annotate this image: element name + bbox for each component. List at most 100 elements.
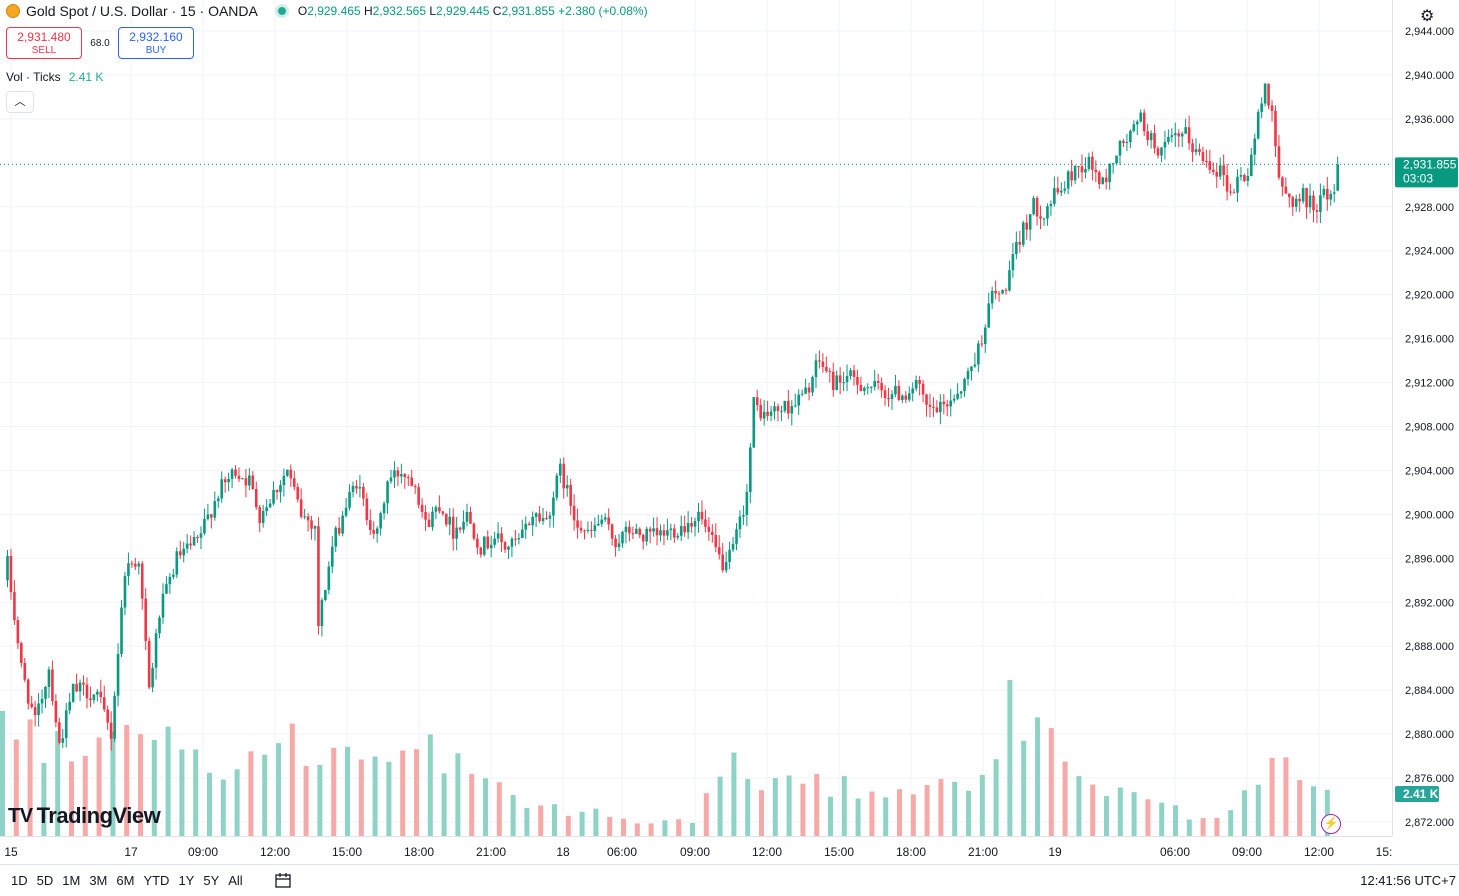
range-button-6m[interactable]: 6M [116,873,135,888]
range-button-1y[interactable]: 1Y [178,873,195,888]
candlestick-chart[interactable] [0,0,1392,836]
candle-body [1187,127,1191,144]
candle-body [614,538,617,548]
time-axis[interactable]: 15 17 09:00 12:00 15:00 18:00 21:00 18 06:00 09:0… [0,836,1392,865]
symbol-title[interactable]: Gold Spot / U.S. Dollar · 15 · OANDA [26,3,258,19]
candle-body [147,640,151,688]
last-price-value: 2,931.855 [1403,157,1457,171]
candle-body [317,526,320,626]
collapse-legend-button[interactable]: ︿ [6,91,34,113]
price-axis[interactable]: 2,944.0002,940.0002,936.0002,932.0002,92… [1392,0,1459,836]
buy-button[interactable]: 2,932.160 BUY [118,27,194,59]
range-button-3m[interactable]: 3M [89,873,108,888]
volume-bar [483,778,488,836]
range-button-1m[interactable]: 1M [62,873,81,888]
candle-body [1066,171,1070,189]
volume-bar [745,779,751,836]
price-tick-label: 2,884.000 [1405,685,1454,697]
candle-body [1232,192,1236,194]
candle-body [448,516,452,525]
candle-body [1001,289,1004,294]
chart-plot-area[interactable]: Gold Spot / U.S. Dollar · 15 · OANDA O2,… [0,0,1392,836]
candle-body [1101,177,1105,185]
candle-body [987,303,991,328]
price-axis-labels[interactable]: 2,944.0002,940.0002,936.0002,932.0002,92… [1393,0,1459,836]
candle-body [355,485,358,489]
candle-body [299,499,303,517]
candle-body [220,479,224,499]
time-tick-label: 15:00 [332,845,362,859]
volume-legend[interactable]: Vol · Ticks 2.41 K [6,70,103,84]
candle-body [1035,198,1039,217]
candle-body [1132,124,1136,131]
candle-body [883,390,887,398]
volume-bar [1311,786,1316,836]
candle-body [113,695,116,739]
candle-body [869,386,873,388]
candle-body [1111,163,1115,165]
candle-body [742,515,745,517]
volume-bar [1297,780,1303,836]
candle-body [783,400,787,411]
open-value: 2,929.465 [307,4,361,18]
candle-body [925,394,928,405]
candle-body [438,507,441,512]
candle-body [527,523,531,526]
lightning-icon[interactable]: ⚡ [1321,814,1341,834]
chevron-up-icon: ︿ [14,96,26,108]
volume-bar [345,746,350,836]
sell-button[interactable]: 2,931.480 SELL [6,27,82,59]
volume-bar [786,775,792,836]
volume-bar [1228,810,1234,836]
range-button-5y[interactable]: 5Y [203,873,220,888]
volume-bar [510,795,516,836]
volume-bar [303,765,309,836]
range-button-5d[interactable]: 5D [36,873,54,888]
range-button-all[interactable]: All [228,873,243,888]
candle-body [673,528,676,538]
candle-body [963,379,966,392]
candle-body [1326,188,1329,200]
candle-body [341,515,344,534]
candle-body [1332,192,1336,194]
candle-body [704,519,707,527]
candle-body [559,463,562,476]
utc-clock[interactable]: 12:41:56 UTC+7 [1360,873,1456,888]
candle-body [434,507,438,512]
candle-body [189,543,192,546]
time-axis-labels[interactable]: 15 17 09:00 12:00 15:00 18:00 21:00 18 06:00 09:0… [0,837,1392,865]
candle-body [631,533,635,535]
candle-body [417,487,420,505]
volume-bar [1186,819,1192,836]
calendar-icon[interactable] [274,871,292,892]
gear-icon[interactable]: ⚙ [1420,8,1435,25]
candle-body [13,592,16,621]
candle-body [1091,156,1094,170]
candle-body [230,469,234,479]
candle-body [1118,140,1122,156]
candle-body [1246,175,1250,181]
candle-body [1319,195,1322,212]
candle-body [890,394,894,400]
candle-body [368,520,372,531]
candle-body [866,387,870,389]
candle-body [431,511,434,527]
candle-body [932,406,935,408]
candle-body [1256,112,1260,139]
range-button-1d[interactable]: 1D [11,873,28,888]
volume-bar [759,790,764,836]
volume-bar [1062,761,1068,836]
candle-body [507,546,510,550]
candle-body [348,492,351,508]
candle-body [54,701,58,723]
candle-body [503,542,507,550]
candle-body [168,576,172,585]
candle-body [206,514,210,520]
volume-bar [138,734,143,836]
volume-bar [441,773,447,836]
volume-bar [248,751,254,836]
candle-body [876,380,880,383]
volume-bar [634,823,640,836]
range-button-ytd[interactable]: YTD [143,873,170,888]
candle-body [590,530,593,532]
